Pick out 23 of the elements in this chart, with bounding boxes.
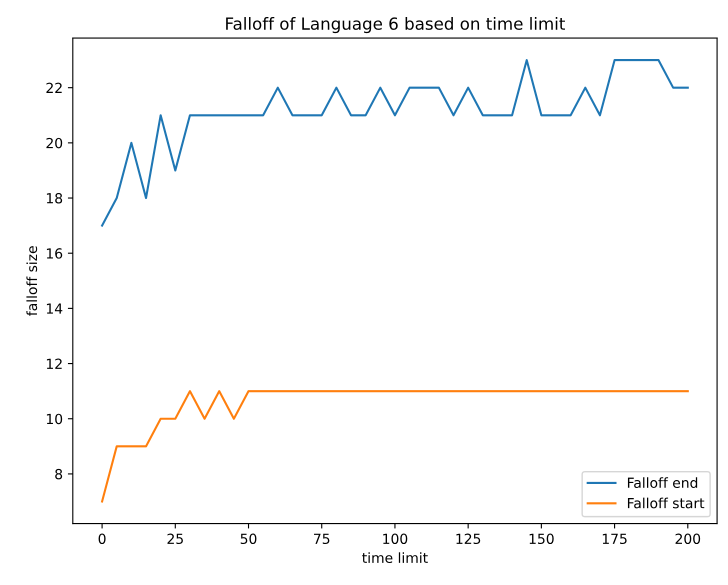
x-tick-label: 150: [530, 534, 554, 544]
x-tick-label: 0: [98, 534, 106, 544]
y-tick-label: 18: [46, 193, 62, 204]
x-tick-label: 175: [602, 534, 627, 544]
line-series: [101, 59, 689, 227]
y-axis-title: falloff size: [26, 246, 38, 316]
y-tick-label: 14: [46, 304, 62, 314]
x-tick-label: 100: [383, 534, 408, 544]
x-tick-label: 200: [676, 534, 700, 544]
y-tick-label: 10: [46, 414, 62, 424]
y-tick-label: 16: [46, 248, 62, 259]
legend-label: Falloff start: [628, 498, 704, 508]
y-tick-label: 22: [46, 82, 62, 93]
y-tick-label: 8: [55, 468, 62, 480]
x-tick-label: 50: [240, 534, 256, 544]
y-tick-label: 20: [46, 138, 62, 148]
legend-label: Falloff end: [628, 477, 698, 488]
chart-title: Falloff of Language 6 based on time limit: [226, 17, 565, 34]
y-tick-label: 12: [46, 358, 62, 369]
x-axis-title: time limit: [362, 552, 428, 564]
x-tick-label: 125: [456, 534, 480, 544]
x-tick-label: 75: [314, 534, 330, 544]
x-tick-label: 25: [167, 534, 183, 544]
